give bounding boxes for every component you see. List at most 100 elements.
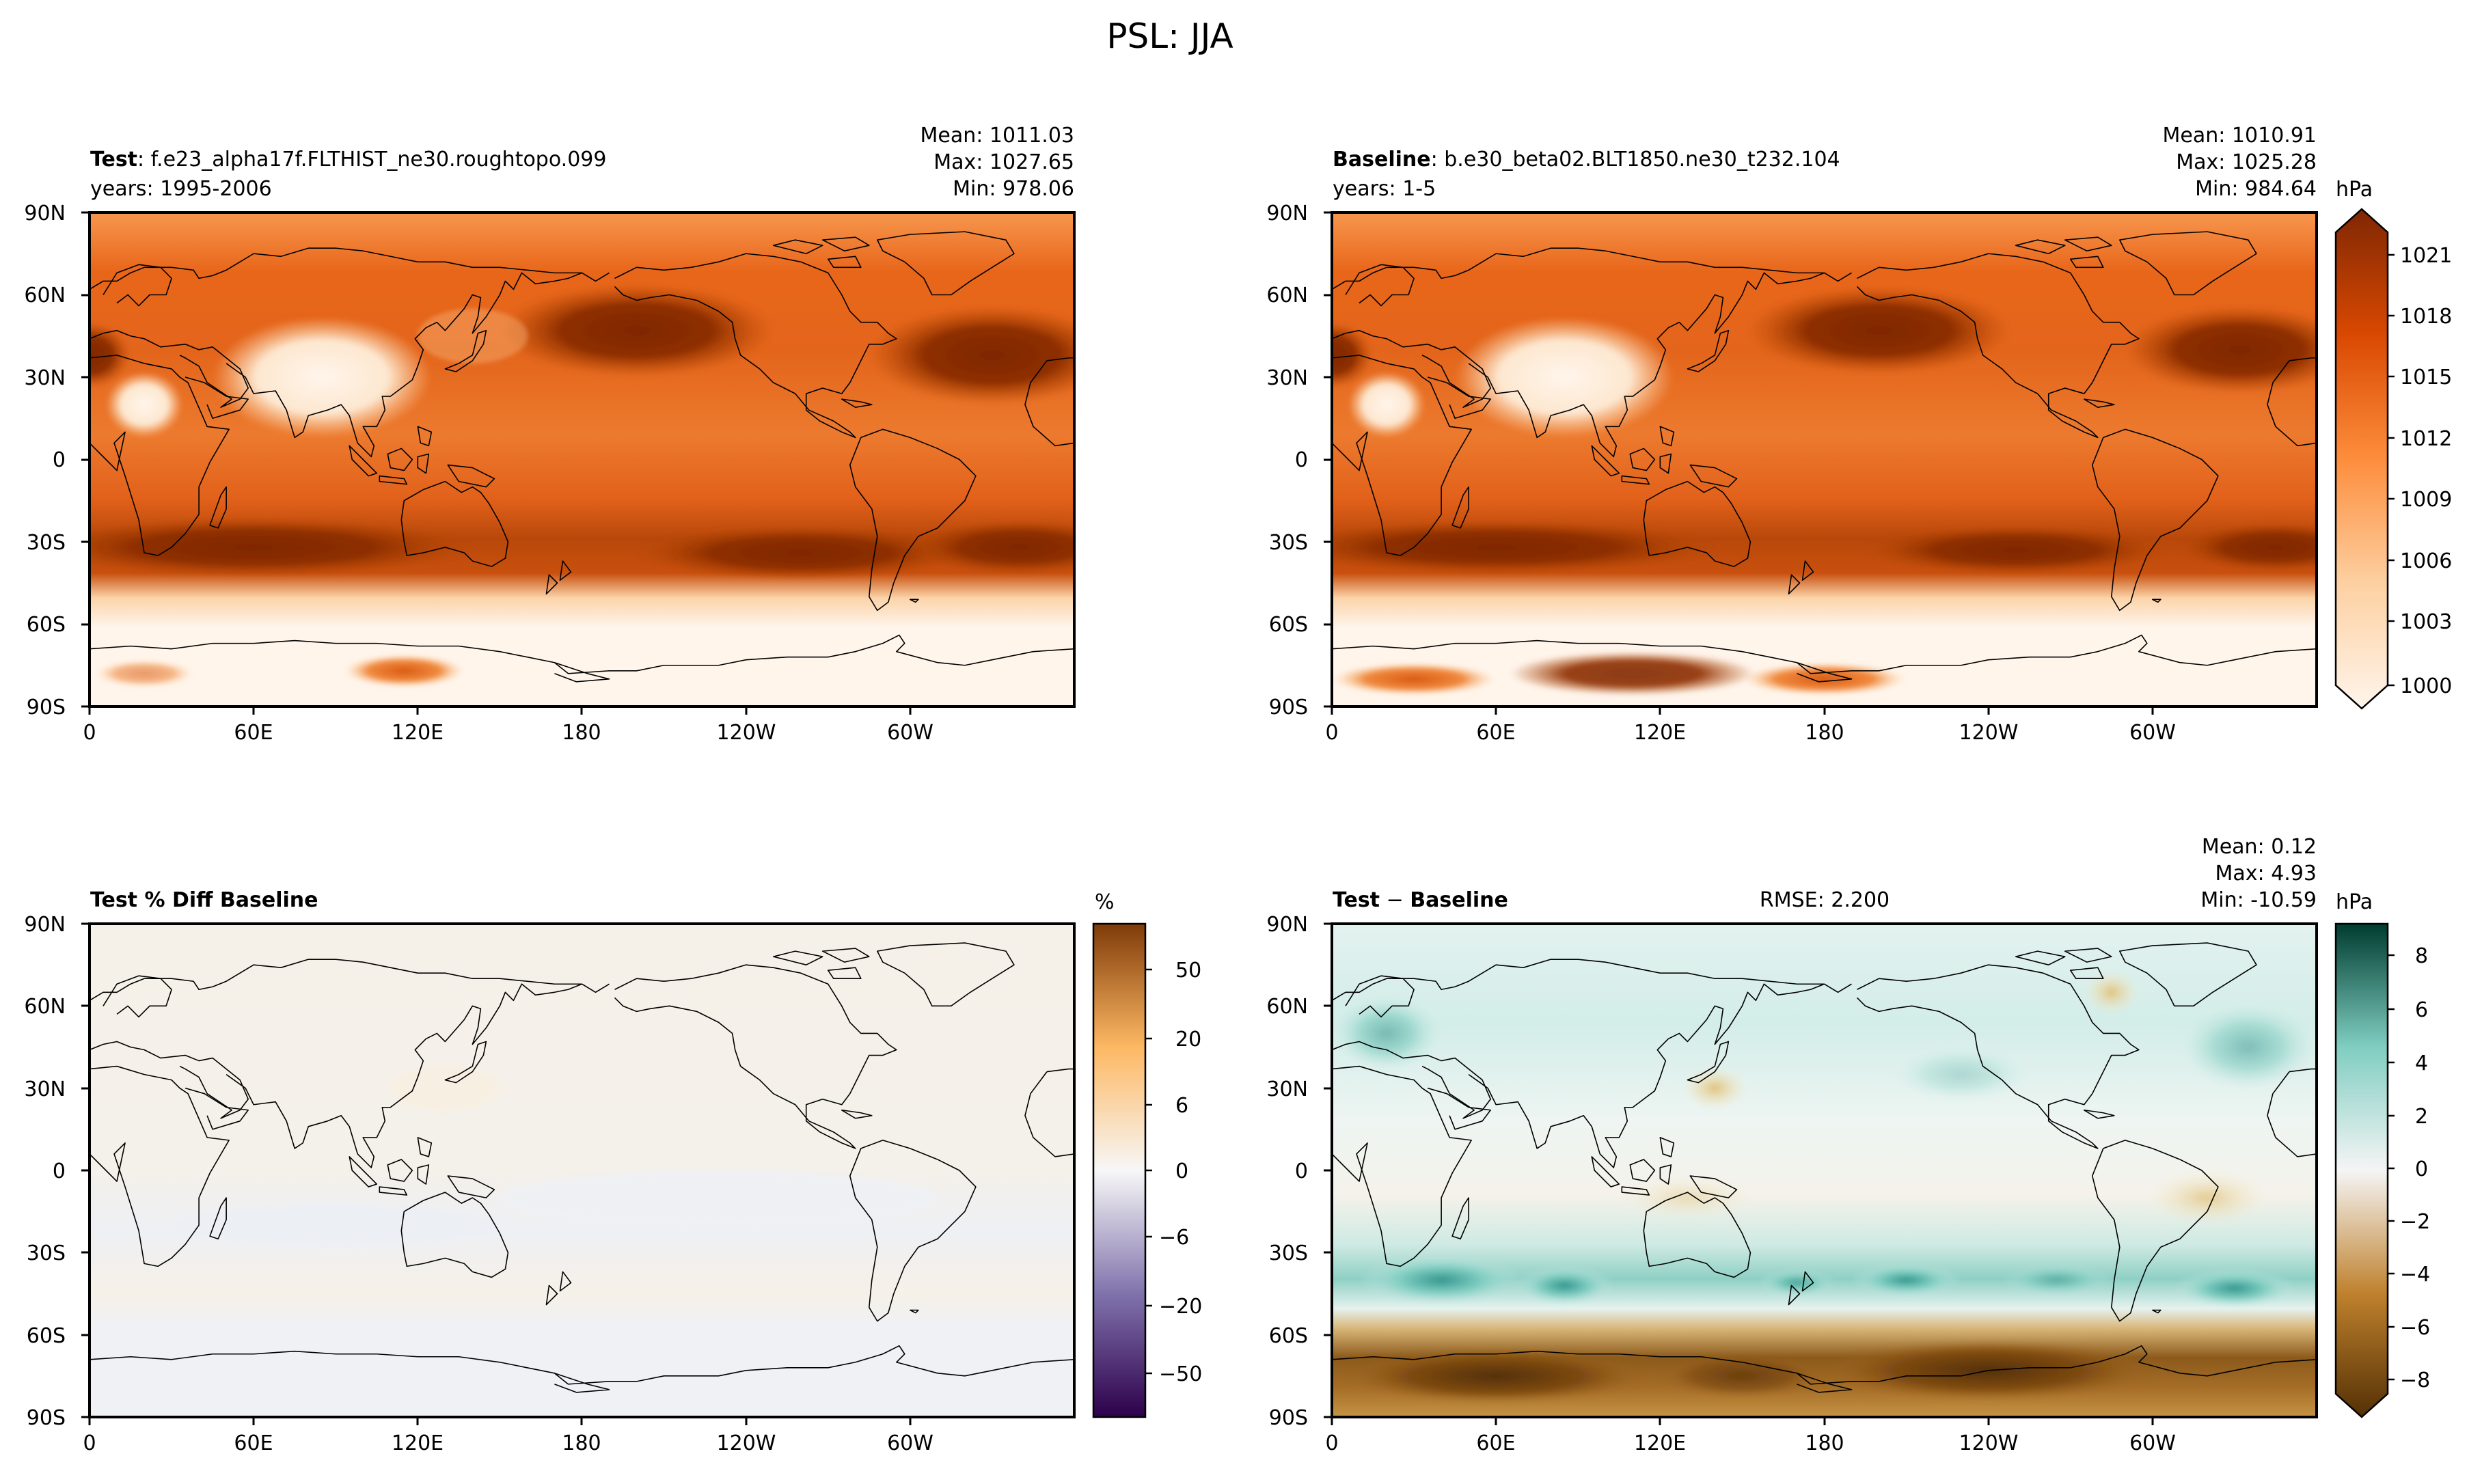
ytick: 90N <box>1266 913 1308 937</box>
cbar-tick: −50 <box>1159 1362 1202 1386</box>
xtick: 120E <box>1634 721 1686 745</box>
ytick: 60S <box>1269 613 1308 637</box>
ytick: 90S <box>1269 696 1308 719</box>
panel-baseline-years: years: 1-5 <box>1333 177 1436 201</box>
ytick: 30N <box>24 1077 66 1101</box>
ytick: 60N <box>1266 284 1308 307</box>
xtick: 60E <box>1476 721 1515 745</box>
cbar-tick: 1012 <box>2400 427 2452 451</box>
ytick: 0 <box>1295 1159 1308 1183</box>
colorbar-pct: % 50 20 6 0 −6 −20 −50 <box>1092 890 1202 1418</box>
xtick: 0 <box>83 721 96 745</box>
ytick: 90S <box>27 696 66 719</box>
ytick: 0 <box>53 448 66 472</box>
panel-test-label-rest: : f.e23_alpha17f.FLTHIST_ne30.roughtopo.… <box>137 148 606 171</box>
xtick: 120E <box>1634 1431 1686 1455</box>
panel-pctdiff-yaxis: 90N 60N 30N 0 30S 60S 90S <box>24 913 90 1430</box>
map-baseline <box>1332 212 2317 706</box>
xtick: 120W <box>717 1431 776 1455</box>
panel-baseline-xaxis: 0 60E 120E 180 120W 60W <box>1325 706 2176 745</box>
colorbar-pct-ticks: 50 20 6 0 −6 −20 −50 <box>1145 959 1202 1386</box>
cbar-tick: 4 <box>2415 1052 2428 1075</box>
cbar-tick: −6 <box>2400 1316 2430 1340</box>
panel-test-max: Max: 1027.65 <box>933 150 1074 174</box>
cbar-tick: 8 <box>2415 944 2428 968</box>
colorbar-diff-unit: hPa <box>2336 890 2373 914</box>
cbar-tick: 1015 <box>2400 366 2452 389</box>
panel-diff-mean: Mean: 0.12 <box>2202 835 2317 859</box>
xtick: 60E <box>1476 1431 1515 1455</box>
map-test <box>90 212 1074 706</box>
panel-test-min: Min: 978.06 <box>953 177 1074 201</box>
xtick: 0 <box>1325 1431 1338 1455</box>
panel-test: Test: f.e23_alpha17f.FLTHIST_ne30.rought… <box>24 124 1076 745</box>
colorbar-top: hPa 1021 1018 1015 1012 1009 1006 1003 1… <box>2334 178 2452 710</box>
xtick: 180 <box>1805 721 1844 745</box>
ytick: 30S <box>27 531 66 555</box>
cbar-tick: −6 <box>1159 1226 1189 1250</box>
colorbar-pct-bar <box>1092 922 1147 1418</box>
xtick: 0 <box>1325 721 1338 745</box>
map-pctdiff <box>90 924 1074 1417</box>
xtick: 120W <box>1959 1431 2019 1455</box>
panel-diff-xaxis: 0 60E 120E 180 120W 60W <box>1325 1417 2176 1455</box>
cbar-tick: 1018 <box>2400 305 2452 329</box>
ytick: 60S <box>1269 1324 1308 1348</box>
cbar-tick: −2 <box>2400 1210 2430 1234</box>
cbar-tick: 1021 <box>2400 244 2452 268</box>
colorbar-top-bar <box>2334 208 2389 710</box>
panel-baseline-label: Baseline: b.e30_beta02.BLT1850.ne30_t232… <box>1333 148 1840 171</box>
ytick: 0 <box>53 1159 66 1183</box>
panel-test-years: years: 1995-2006 <box>90 177 272 201</box>
panel-baseline: Baseline: b.e30_beta02.BLT1850.ne30_t232… <box>1266 124 2318 745</box>
panel-diff-yaxis: 90N 60N 30N 0 30S 60S 90S <box>1266 913 1332 1430</box>
figure-title: PSL: JJA <box>1106 16 1233 56</box>
panel-test-mean: Mean: 1011.03 <box>920 124 1074 148</box>
ytick: 60S <box>27 613 66 637</box>
xtick: 60W <box>887 721 933 745</box>
panel-baseline-yaxis: 90N 60N 30N 0 30S 60S 90S <box>1266 202 1332 719</box>
panel-test-xaxis: 0 60E 120E 180 120W 60W <box>83 706 933 745</box>
cbar-tick: 0 <box>1175 1159 1188 1183</box>
panel-pctdiff: Test % Diff Baseline 90N 60N 30N 0 30S 6… <box>24 888 1076 1455</box>
xtick: 180 <box>1805 1431 1844 1455</box>
panel-test-yaxis: 90N 60N 30N 0 30S 60S 90S <box>24 202 90 719</box>
ytick: 60N <box>24 284 66 307</box>
cbar-tick: 2 <box>2415 1105 2428 1129</box>
ytick: 30S <box>1269 1241 1308 1265</box>
colorbar-pct-unit: % <box>1095 890 1115 914</box>
ytick: 60S <box>27 1324 66 1348</box>
ytick: 30S <box>27 1241 66 1265</box>
panel-baseline-label-rest: : b.e30_beta02.BLT1850.ne30_t232.104 <box>1431 148 1840 171</box>
ytick: 30N <box>24 366 66 390</box>
cbar-tick: 1000 <box>2400 674 2452 698</box>
colorbar-diff: hPa 8 6 4 2 0 −2 −4 −6 −8 <box>2334 890 2430 1418</box>
cbar-tick: 1003 <box>2400 610 2452 634</box>
cbar-tick: −4 <box>2400 1263 2430 1287</box>
panel-diff-label-bold: Test <box>1333 888 1380 912</box>
cbar-tick: 1006 <box>2400 549 2452 573</box>
ytick: 0 <box>1295 448 1308 472</box>
panel-baseline-label-bold: Baseline <box>1333 148 1431 171</box>
xtick: 120W <box>717 721 776 745</box>
panel-diff: Test − Baseline RMSE: 2.200 Mean: 0.12 M… <box>1266 835 2318 1455</box>
panel-pctdiff-xaxis: 0 60E 120E 180 120W 60W <box>83 1417 933 1455</box>
xtick: 60E <box>234 1431 273 1455</box>
map-diff <box>1332 924 2317 1417</box>
panel-test-label: Test: f.e23_alpha17f.FLTHIST_ne30.rought… <box>90 148 606 171</box>
xtick: 120E <box>392 721 444 745</box>
panel-diff-label-sep: − <box>1380 888 1410 912</box>
ytick: 90S <box>1269 1406 1308 1430</box>
cbar-tick: 1009 <box>2400 488 2452 512</box>
cbar-tick: 0 <box>2415 1157 2428 1181</box>
colorbar-diff-ticks: 8 6 4 2 0 −2 −4 −6 −8 <box>2388 944 2430 1392</box>
xtick: 120E <box>392 1431 444 1455</box>
cbar-tick: −8 <box>2400 1369 2430 1392</box>
panel-diff-min: Min: -10.59 <box>2200 888 2317 912</box>
panel-diff-label-bold2: Baseline <box>1410 888 1508 912</box>
xtick: 120W <box>1959 721 2019 745</box>
ytick: 90N <box>1266 202 1308 225</box>
panel-diff-label: Test − Baseline <box>1333 888 1508 912</box>
cbar-tick: 20 <box>1175 1028 1201 1052</box>
